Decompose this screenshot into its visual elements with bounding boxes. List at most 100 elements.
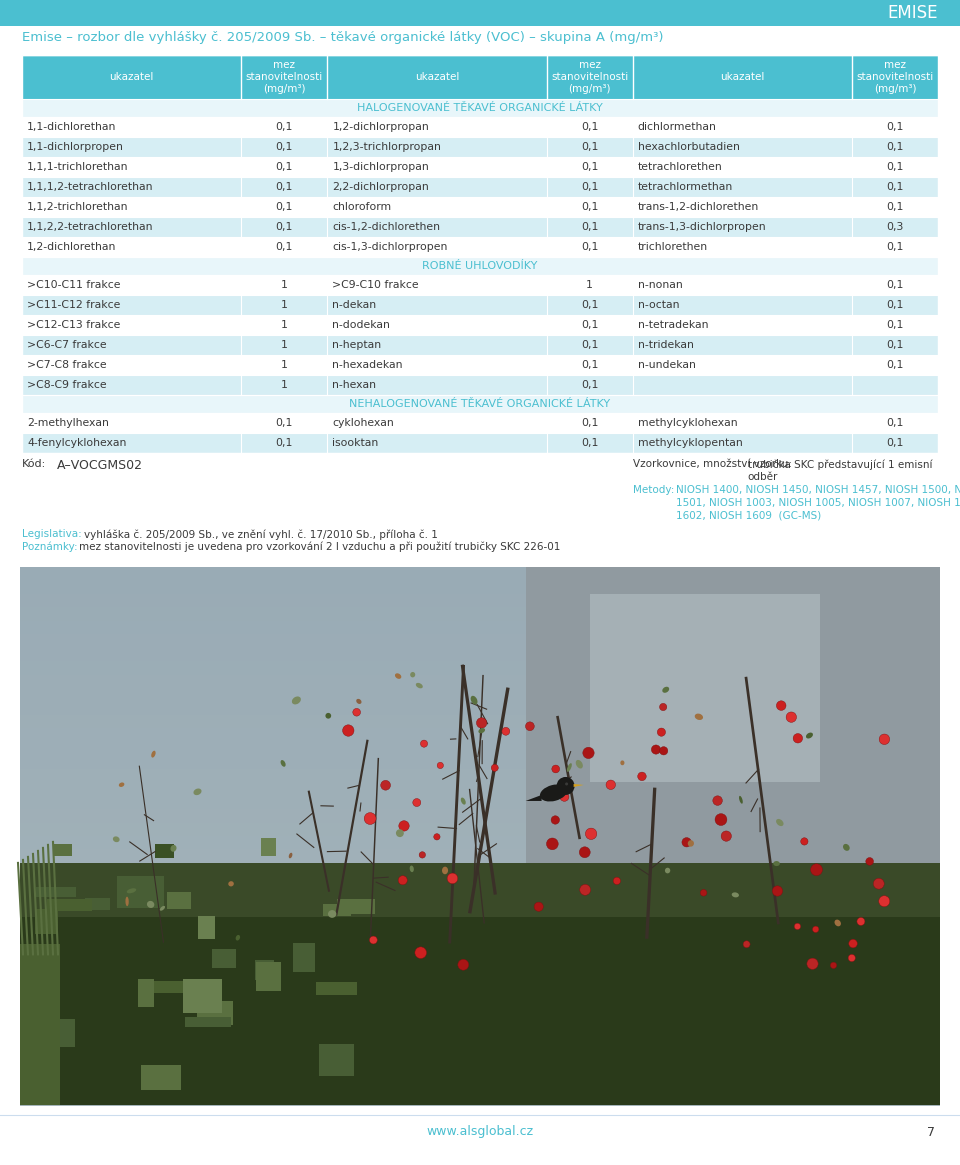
Ellipse shape [228,881,234,887]
Bar [35,909,59,934]
Text: Kód:: Kód: [22,459,46,469]
Bar [20,917,940,931]
Circle shape [434,834,440,840]
Bar [20,621,940,635]
Text: n-tetradekan: n-tetradekan [637,320,708,330]
Text: trichlorethen: trichlorethen [637,242,708,252]
Bar [20,796,940,810]
Ellipse shape [113,836,120,842]
Circle shape [715,813,727,826]
Ellipse shape [662,686,669,693]
Polygon shape [525,795,541,802]
Text: n-tridekan: n-tridekan [637,340,693,350]
Text: A–VOCGMS02: A–VOCGMS02 [57,459,143,472]
Circle shape [492,764,498,771]
Circle shape [583,747,594,758]
Text: 0,1: 0,1 [886,162,903,172]
Text: 0,1: 0,1 [581,360,598,370]
Circle shape [580,884,590,895]
Ellipse shape [328,910,336,918]
Bar [20,810,940,824]
Circle shape [700,889,707,896]
Text: 0,3: 0,3 [886,223,903,232]
Circle shape [398,820,409,831]
Ellipse shape [410,866,414,873]
Circle shape [579,847,590,857]
Text: 1: 1 [281,280,288,290]
Bar [20,890,940,904]
Text: mez
stanovitelnosti
(mg/m³): mez stanovitelnosti (mg/m³) [551,61,629,93]
Bar [293,942,315,972]
Circle shape [343,725,354,736]
Ellipse shape [325,713,331,719]
Text: 1,2,3-trichlorpropan: 1,2,3-trichlorpropan [332,142,442,151]
Bar [47,899,92,911]
Text: 1,1-dichlorpropen: 1,1-dichlorpropen [27,142,124,151]
Text: 0,1: 0,1 [276,202,293,212]
Text: Emise – rozbor dle vyhlášky č. 205/2009 Sb. – těkavé organické látky (VOC) – sku: Emise – rozbor dle vyhlášky č. 205/2009 … [22,31,663,44]
Text: n-hexadekan: n-hexadekan [332,360,403,370]
Text: 0,1: 0,1 [886,280,903,290]
Bar [20,958,940,972]
Ellipse shape [776,819,783,826]
Text: ukazatel: ukazatel [109,72,154,82]
Text: 1: 1 [587,280,593,290]
Ellipse shape [665,868,670,874]
Circle shape [546,838,558,849]
Text: 1,1,1,2-tetrachlorethan: 1,1,1,2-tetrachlorethan [27,182,154,192]
Text: methylcyklohexan: methylcyklohexan [637,418,737,428]
Text: EMISE: EMISE [887,3,938,22]
Text: 0,1: 0,1 [886,242,903,252]
Text: 1,1-dichlorethan: 1,1-dichlorethan [27,122,116,132]
Ellipse shape [235,935,240,940]
Bar [167,892,191,909]
Text: isooktan: isooktan [332,438,378,449]
Bar [20,944,940,958]
Ellipse shape [159,906,165,911]
Bar [22,137,938,157]
Bar [22,177,938,197]
Ellipse shape [739,796,743,804]
Circle shape [560,792,569,802]
Text: mez stanovitelnosti je uvedena pro vzorkování 2 l vzduchu a při použití trubičky: mez stanovitelnosti je uvedena pro vzork… [79,542,561,552]
Bar [20,903,940,918]
Text: 1: 1 [281,380,288,390]
Ellipse shape [127,888,136,894]
Text: 0,1: 0,1 [276,142,293,151]
Ellipse shape [442,867,448,874]
Text: 0,1: 0,1 [581,301,598,310]
Circle shape [777,701,786,711]
Circle shape [866,857,874,866]
Circle shape [398,876,407,884]
Circle shape [830,962,837,968]
Bar [84,897,110,910]
Bar [20,863,940,877]
Text: chloroform: chloroform [332,202,392,212]
Text: 0,1: 0,1 [276,242,293,252]
Text: 0,1: 0,1 [581,182,598,192]
Bar [54,843,72,856]
Bar [20,662,940,676]
Text: 1: 1 [281,320,288,330]
Bar [197,1002,233,1025]
Bar [22,116,938,137]
Text: n-nonan: n-nonan [637,280,683,290]
Bar [20,1078,940,1093]
Text: 4-fenylcyklohexan: 4-fenylcyklohexan [27,438,127,449]
Circle shape [658,728,665,736]
Text: 0,1: 0,1 [581,202,598,212]
Text: 0,1: 0,1 [276,122,293,132]
Text: trubička SKC představující 1 emisní: trubička SKC představující 1 emisní [748,459,932,469]
Bar [323,904,351,916]
Bar [156,843,174,857]
Bar [212,949,236,968]
Ellipse shape [171,845,177,852]
Bar [316,982,357,995]
Text: 1,2-dichlorethan: 1,2-dichlorethan [27,242,116,252]
Text: ROBNÉ UHLOVODÍKY: ROBNÉ UHLOVODÍKY [422,261,538,271]
Text: mez
stanovitelnosti
(mg/m³): mez stanovitelnosti (mg/m³) [856,61,934,93]
Text: n-octan: n-octan [637,301,679,310]
Circle shape [812,926,819,932]
Text: n-dodekan: n-dodekan [332,320,390,330]
Circle shape [806,958,818,969]
